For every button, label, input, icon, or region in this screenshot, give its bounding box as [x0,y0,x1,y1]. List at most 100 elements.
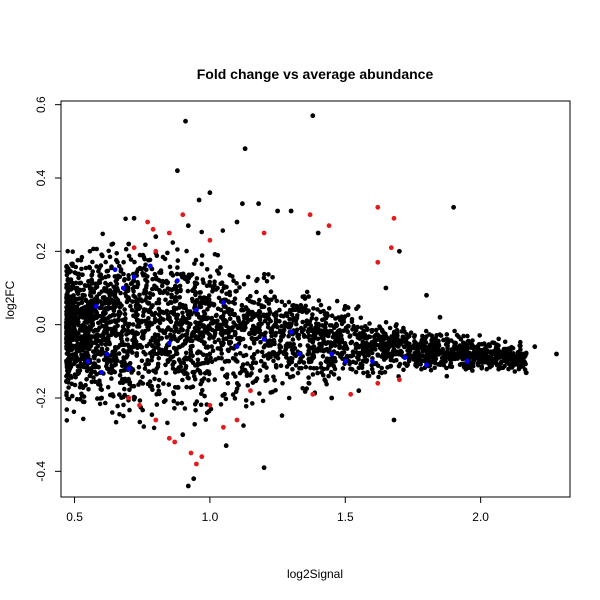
y-axis: -0.4 -0.2 0.0 0.2 0.4 0.6 [34,96,62,482]
data-point-not-significant [242,146,248,152]
data-point-up-or-down-significant [326,223,332,229]
data-point-up-or-down-significant [150,226,156,232]
data-point-not-significant [532,344,538,350]
data-point-up-or-down-significant [207,237,213,243]
data-point-highlighted [370,358,375,364]
data-point-up-or-down-significant [153,417,159,423]
data-point-highlighted [166,340,172,346]
data-point-up-or-down-significant [310,391,316,397]
chart-title: Fold change vs average abundance [197,66,434,82]
data-point-up-or-down-significant [131,245,137,251]
data-point-not-significant [99,395,104,401]
data-point-not-significant [391,417,397,423]
data-point-highlighted [104,351,110,357]
data-point-up-or-down-significant [166,230,172,236]
data-point-highlighted [112,267,118,273]
data-point-not-significant [180,432,186,438]
data-point-up-or-down-significant [166,435,172,441]
data-point-not-significant [451,204,456,210]
data-point-not-significant [491,340,497,346]
data-points [85,113,559,489]
data-point-not-significant [329,395,335,401]
data-point-highlighted [288,329,294,335]
data-point-up-or-down-significant [153,248,159,254]
x-tick-label: 1.0 [202,510,219,524]
y-axis-label: log2FC [3,280,17,319]
data-point-highlighted [93,303,99,309]
data-point-up-or-down-significant [126,395,132,401]
data-point-highlighted [234,344,240,350]
data-point-highlighted [424,362,429,368]
x-tick-label: 1.5 [337,510,354,524]
data-point-not-significant [185,223,191,229]
data-point-highlighted [120,285,126,291]
data-point-up-or-down-significant [199,454,205,460]
data-point-highlighted [99,369,104,375]
data-point-not-significant [183,118,188,124]
y-tick-label: 0.0 [34,316,48,333]
data-point-up-or-down-significant [388,245,394,251]
data-point-not-significant [191,476,197,482]
data-point-highlighted [329,351,335,357]
data-point-up-or-down-significant [137,402,142,408]
data-point-not-significant [196,197,202,203]
data-point-up-or-down-significant [375,259,381,265]
data-point-highlighted [126,366,132,372]
data-point-not-significant [261,465,267,471]
data-point-highlighted [464,358,470,364]
data-point-not-significant [342,303,348,309]
data-point-up-or-down-significant [234,417,240,423]
data-point-up-or-down-significant [261,230,267,236]
data-point-up-or-down-significant [307,212,313,218]
data-point-not-significant [288,208,294,214]
data-point-highlighted [131,274,137,280]
data-point-not-significant [256,201,261,207]
data-point-highlighted [194,307,199,313]
data-point-not-significant [223,443,229,449]
x-tick-label: 0.5 [66,510,83,524]
data-point-up-or-down-significant [207,402,213,408]
data-point-highlighted [147,263,153,269]
data-point-up-or-down-significant [194,461,199,467]
data-point-not-significant [424,292,429,298]
data-point-highlighted [261,336,267,342]
data-point-highlighted [402,355,408,361]
data-point-up-or-down-significant [221,424,226,430]
data-point-not-significant [126,241,132,247]
data-point-up-or-down-significant [348,391,354,397]
x-tick-label: 2.0 [472,510,489,524]
y-tick-label: -0.2 [34,387,48,408]
data-point-not-significant [234,219,240,225]
data-point-not-significant [88,366,94,372]
data-point-not-significant [310,113,316,119]
data-point-not-significant [383,285,389,291]
x-axis-label: log2Signal [287,567,343,581]
data-point-up-or-down-significant [180,212,186,218]
data-point-highlighted [175,278,180,284]
data-point-up-or-down-significant [188,450,194,456]
data-point-highlighted [85,358,91,364]
data-point-up-or-down-significant [397,377,402,383]
data-point-up-or-down-significant [375,380,381,386]
data-point-not-significant [518,351,524,357]
data-point-highlighted [342,358,348,364]
y-tick-label: 0.6 [34,96,48,113]
x-axis: 0.5 1.0 1.5 2.0 [66,496,489,524]
y-tick-label: -0.4 [34,461,48,482]
data-point-up-or-down-significant [172,439,178,445]
data-point-up-or-down-significant [145,219,151,225]
y-tick-label: 0.4 [34,169,48,186]
data-point-not-significant [240,201,245,207]
data-point-not-significant [275,208,280,214]
data-point-not-significant [185,483,191,489]
data-point-highlighted [221,300,226,306]
data-point-not-significant [356,388,362,394]
point-cloud [64,216,529,431]
data-point-up-or-down-significant [248,388,253,394]
data-point-not-significant [175,168,180,174]
data-point-not-significant [153,234,159,240]
data-point-not-significant [554,351,559,357]
y-tick-label: 0.2 [34,243,48,260]
